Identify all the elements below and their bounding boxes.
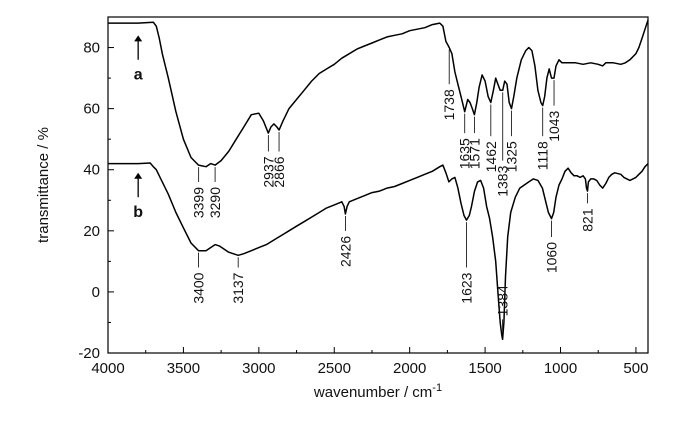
x-tick-label: 500: [623, 360, 648, 377]
x-axis-title-superscript: -1: [432, 382, 442, 394]
y-tick-label: -20: [78, 345, 100, 362]
peak-label: 3137: [230, 272, 246, 303]
y-axis-title: transmittance / %: [35, 127, 52, 243]
x-tick-label: 1500: [468, 360, 501, 377]
peak-label: 821: [580, 208, 596, 232]
x-tick-label: 2500: [318, 360, 351, 377]
y-tick-label: 60: [83, 101, 100, 118]
peak-label: 2866: [271, 156, 287, 187]
x-tick-label: 4000: [91, 360, 124, 377]
peak-label: 1384: [495, 285, 511, 316]
series-arrow-head: [134, 35, 143, 42]
peak-label: 2937: [260, 156, 276, 187]
peak-label: 1623: [459, 272, 475, 303]
peak-label: 1383: [495, 165, 511, 196]
peak-label: 3399: [191, 187, 207, 218]
peak-label: 1060: [543, 242, 559, 273]
peak-label: 3400: [191, 272, 207, 303]
spectrum-series: [108, 19, 649, 341]
y-tick-label: 0: [92, 284, 100, 301]
peak-label: 3290: [207, 187, 223, 218]
peak-label: 1118: [535, 141, 551, 170]
y-axis-ticks: -20 0 20 40 60 80: [78, 40, 114, 362]
plot-frame: [107, 16, 649, 354]
series-label-b: b: [133, 204, 143, 221]
spectrum-line-b: [108, 162, 649, 341]
series-markers: ab: [133, 35, 143, 221]
peak-label: 2426: [337, 236, 353, 267]
y-tick-label: 80: [83, 40, 100, 57]
peak-label: 1635: [457, 138, 473, 169]
x-axis-title-text: wavenumber / cm: [313, 384, 432, 401]
peak-label: 1571: [466, 138, 482, 169]
y-tick-label: 40: [83, 162, 100, 179]
x-tick-label: 3000: [242, 360, 275, 377]
x-tick-label: 3500: [167, 360, 200, 377]
x-axis-ticks: 4000 3500 3000 2500 2000 1500 1000 500: [91, 347, 648, 377]
y-tick-label: 20: [83, 223, 100, 240]
peak-label: 1738: [441, 89, 457, 120]
x-tick-label: 2000: [393, 360, 426, 377]
spectrum-line-a: [108, 19, 649, 168]
series-arrow-head: [134, 172, 143, 179]
x-tick-label: 1000: [544, 360, 577, 377]
peak-label: 1325: [503, 141, 519, 172]
peak-label: 1043: [546, 110, 562, 141]
series-label-a: a: [134, 66, 143, 83]
peak-label: 1462: [483, 141, 499, 172]
x-axis-title: wavenumber / cm-1: [313, 382, 442, 401]
